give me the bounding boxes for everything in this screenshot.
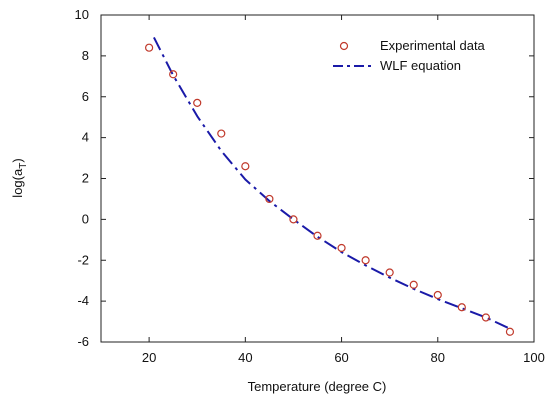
legend: Experimental data WLF equation [333,38,486,73]
x-axis-ticks: 20 40 60 80 100 [142,15,545,365]
y-tick-label: 2 [82,171,89,186]
experimental-data-point [385,268,394,277]
y-tick-label: 8 [82,48,89,63]
y-tick-label: -6 [77,334,89,349]
experimental-data-point [481,313,490,322]
x-tick-label: 60 [334,350,348,365]
y-axis-label-sub: T [18,163,29,169]
experimental-data-point [361,256,370,265]
experimental-data-point [145,43,154,52]
y-tick-label: 10 [75,7,89,22]
x-axis-label: Temperature (degree C) [248,379,387,394]
x-tick-label: 100 [523,350,545,365]
experimental-data-point [241,162,250,171]
y-tick-label: -2 [77,252,89,267]
experimental-data-point [217,129,226,138]
experimental-data-point [289,215,298,224]
x-tick-label: 40 [238,350,252,365]
y-tick-label: 0 [82,211,89,226]
experimental-data-point [169,70,178,79]
x-tick-label: 20 [142,350,156,365]
experimental-data-point [193,98,202,107]
series-layer [145,37,515,336]
y-tick-label: 6 [82,89,89,104]
legend-label-wlf: WLF equation [380,58,461,73]
y-axis-label-main: log(a [10,168,25,198]
experimental-data-point [505,327,515,336]
wlf-equation-line [153,37,511,330]
plot-frame [100,14,535,343]
y-axis-ticks: -6 -4 -2 0 2 4 6 8 10 [75,7,534,349]
experimental-data-point [409,280,418,289]
legend-marker-experimental [339,41,349,51]
legend-label-experimental: Experimental data [380,38,486,53]
x-tick-label: 80 [431,350,445,365]
experimental-data-point [337,243,346,253]
experimental-data-point [457,303,466,312]
experimental-data-point [313,231,322,240]
y-axis-label: log(aT) [10,158,29,197]
y-tick-label: -4 [77,293,89,308]
experimental-data-point [265,194,274,204]
y-tick-label: 4 [82,130,89,145]
y-axis-label-close: ) [10,158,25,162]
experimental-data-point [433,290,442,300]
